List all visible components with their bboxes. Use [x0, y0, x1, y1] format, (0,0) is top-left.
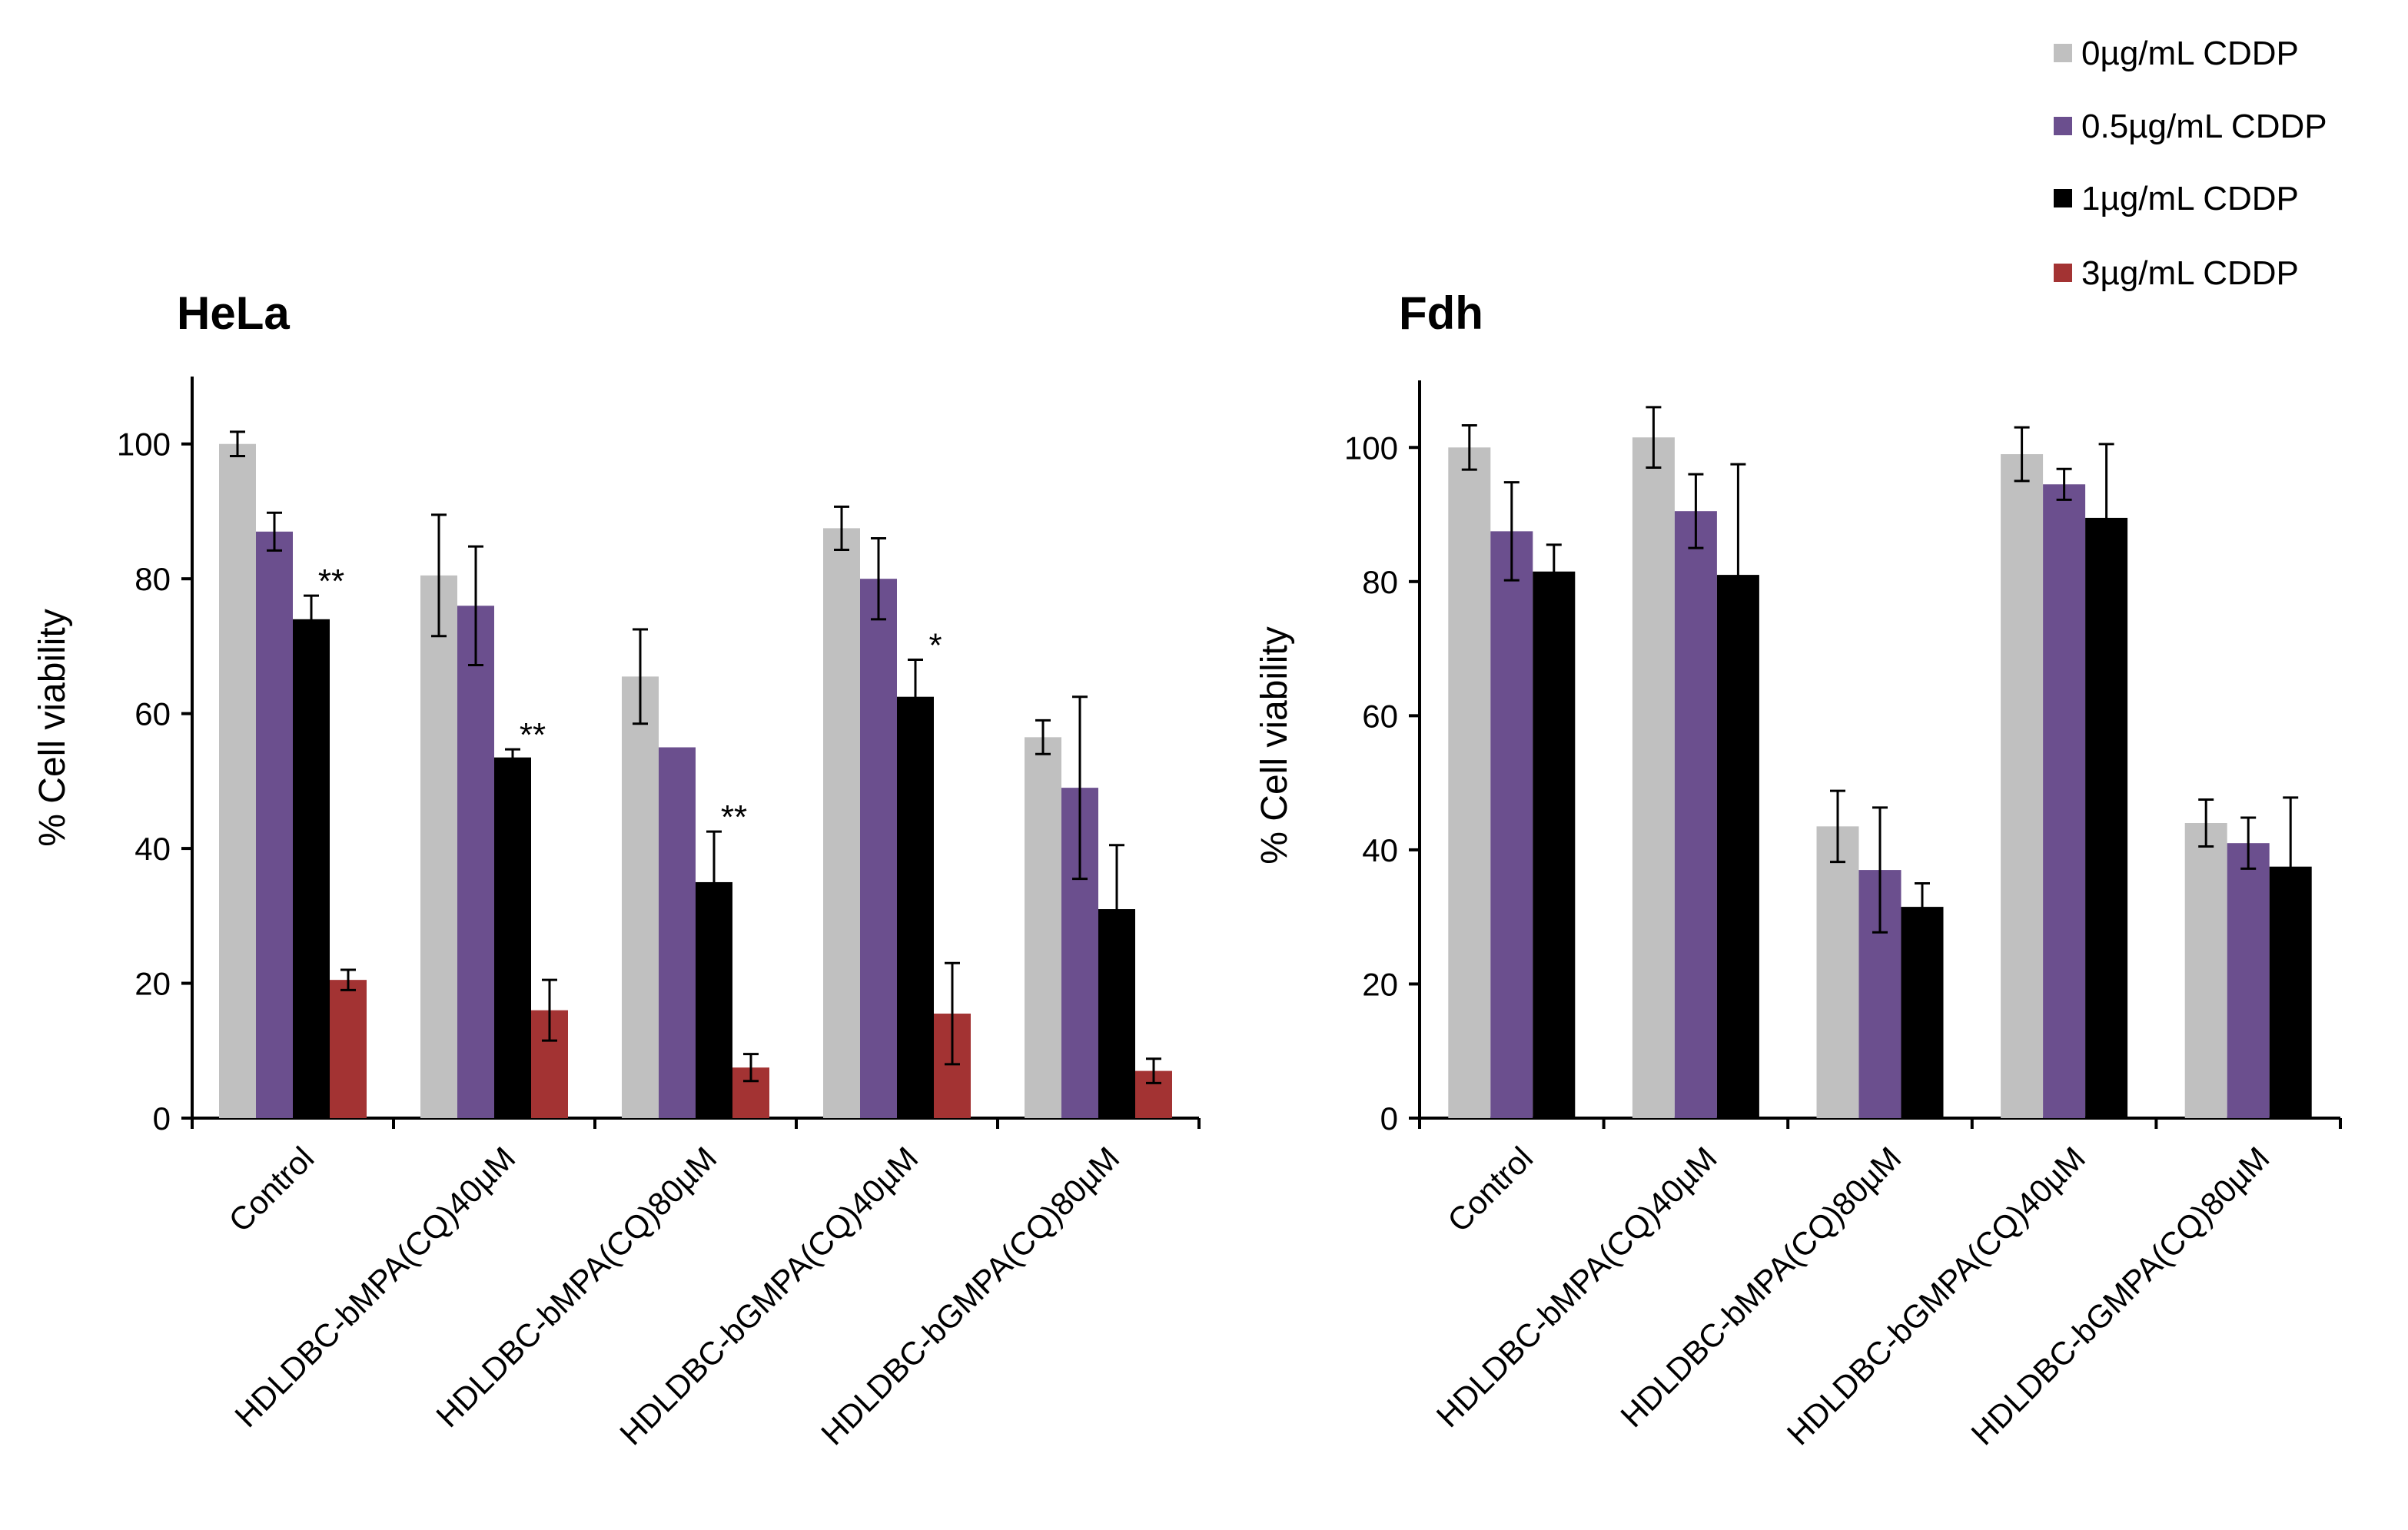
legend-swatch-1	[2054, 117, 2072, 135]
legend-item-2: 1µg/mL CDDP	[2054, 180, 2299, 217]
legend-label-2: 1µg/mL CDDP	[2081, 180, 2299, 217]
fdh-category-label-0: Control	[1440, 1140, 1539, 1239]
hela-bar-s1-c1	[457, 606, 494, 1118]
hela-errorbar-s3-c2	[743, 1053, 759, 1083]
hela-errorbar-s2-c3	[908, 658, 923, 735]
hela-errorbar-s1-c3	[871, 537, 886, 621]
hela-bar-s0-c0	[219, 443, 256, 1118]
hela-errorbar-s0-c3	[834, 505, 849, 551]
fdh-ytick-label-80: 80	[1362, 564, 1398, 600]
fdh-bar-s1-c1	[1674, 511, 1717, 1118]
hela-bar-s1-c2	[659, 747, 696, 1118]
fdh-bar-s2-c0	[1533, 571, 1576, 1118]
fdh-bar-s2-c3	[2085, 517, 2128, 1118]
legend-swatch-3	[2054, 264, 2072, 282]
fdh-errorbar-s1-c1	[1688, 473, 1704, 549]
hela-errorbar-s2-c4	[1109, 844, 1124, 974]
fdh-errorbar-s1-c0	[1503, 481, 1520, 582]
fdh-title: Fdh	[1399, 287, 1483, 339]
fdh-bar-s0-c1	[1632, 437, 1675, 1118]
hela-ylabel: % Cell viability	[32, 609, 73, 846]
fdh-ytick-label-100: 100	[1344, 430, 1398, 466]
hela-errorbar-s0-c4	[1035, 719, 1051, 755]
hela-ytick-label-80: 80	[135, 561, 171, 597]
legend-swatch-2	[2054, 189, 2072, 207]
hela-errorbar-s2-c1	[505, 748, 520, 767]
hela-ytick-label-60: 60	[135, 696, 171, 732]
fdh-errorbar-s2-c2	[1915, 882, 1930, 932]
hela-bar-s2-c0	[293, 619, 330, 1118]
hela-bar-s2-c1	[494, 757, 531, 1118]
hela-errorbar-s2-c2	[706, 830, 722, 934]
hela-errorbar-s1-c0	[267, 511, 282, 552]
hela-errorbar-s0-c2	[633, 628, 648, 725]
fdh-errorbar-s2-c3	[2098, 443, 2114, 593]
legend-label-3: 3µg/mL CDDP	[2081, 254, 2299, 292]
fdh-errorbar-s2-c0	[1546, 543, 1562, 600]
hela-bar-s3-c0	[330, 980, 367, 1118]
hela-errorbar-s0-c0	[230, 430, 245, 458]
fdh-errorbar-s1-c3	[2056, 467, 2072, 501]
hela-title: HeLa	[177, 287, 290, 339]
fdh-errorbar-s1-c2	[1872, 806, 1888, 934]
hela-category-label-0: Control	[221, 1140, 321, 1239]
legend-item-1: 0.5µg/mL CDDP	[2054, 108, 2327, 145]
hela-errorbar-s1-c1	[468, 545, 483, 666]
fdh-errorbar-s1-c4	[2240, 816, 2257, 870]
hela-errorbar-s3-c0	[340, 968, 356, 991]
hela-errorbar-s3-c3	[945, 961, 960, 1066]
fdh-ytick-label-60: 60	[1362, 698, 1398, 734]
hela-significance-0: **	[318, 563, 344, 600]
fdh-bar-s1-c4	[2227, 843, 2270, 1118]
fdh-category-label-3: HDLDBC-bGMPA(CQ)40µM	[1780, 1140, 2092, 1452]
fdh-chart: Fdh % Cell viability 0 20 40 60 80 100 Control…	[1254, 287, 2342, 1452]
fdh-errorbar-s2-c4	[2283, 796, 2299, 938]
fdh-ylabel: % Cell viability	[1254, 626, 1295, 864]
fdh-errorbar-s0-c4	[2198, 798, 2214, 848]
hela-bar-s1-c0	[256, 531, 293, 1118]
fdh-bar-s0-c0	[1448, 447, 1491, 1118]
hela-significance-1: **	[520, 716, 546, 754]
hela-bar-s0-c4	[1025, 737, 1061, 1118]
fdh-errorbar-s0-c0	[1461, 423, 1477, 471]
legend-swatch-0	[2054, 44, 2072, 62]
hela-ytick-label-20: 20	[135, 966, 171, 1002]
hela-bar-s0-c3	[823, 528, 860, 1118]
hela-bar-s1-c3	[860, 579, 897, 1118]
hela-bar-s2-c3	[897, 696, 934, 1118]
fdh-bar-s0-c2	[1816, 826, 1859, 1118]
fdh-ytick-label-20: 20	[1362, 966, 1398, 1002]
hela-ytick-label-0: 0	[153, 1100, 171, 1137]
hela-chart: HeLa % Cell viability 020406080100******…	[32, 287, 1201, 1452]
fdh-bar-s0-c3	[2001, 454, 2044, 1118]
fdh-bar-s1-c3	[2043, 484, 2086, 1118]
fdh-category-label-4: HDLDBC-bGMPA(CQ)80µM	[1964, 1140, 2276, 1452]
fdh-bar-s1-c0	[1490, 531, 1533, 1118]
fdh-errorbar-s0-c3	[2014, 426, 2030, 483]
fdh-ytick-label-40: 40	[1362, 832, 1398, 868]
hela-errorbar-s2-c0	[304, 594, 319, 645]
hela-errorbar-s1-c4	[1072, 695, 1088, 881]
hela-errorbar-s3-c4	[1146, 1057, 1161, 1084]
hela-ytick-label-100: 100	[117, 426, 171, 463]
legend-label-1: 0.5µg/mL CDDP	[2081, 108, 2327, 145]
hela-errorbar-s0-c1	[431, 513, 447, 638]
hela-ytick-label-40: 40	[135, 831, 171, 867]
legend-label-0: 0µg/mL CDDP	[2081, 35, 2299, 72]
hela-bar-s0-c2	[622, 676, 659, 1118]
legend-item-3: 3µg/mL CDDP	[2054, 254, 2299, 292]
hela-significance-2: **	[721, 798, 747, 836]
fdh-bar-s2-c2	[1901, 907, 1944, 1118]
fdh-bar-s0-c4	[2184, 823, 2227, 1118]
fdh-errorbar-s0-c2	[1830, 789, 1845, 864]
hela-significance-3: *	[928, 626, 942, 664]
fdh-errorbar-s0-c1	[1646, 406, 1662, 469]
fdh-ytick-label-0: 0	[1380, 1100, 1398, 1137]
legend-item-0: 0µg/mL CDDP	[2054, 35, 2299, 72]
legend: 0µg/mL CDDP 0.5µg/mL CDDP 1µg/mL CDDP 3µ…	[2054, 35, 2327, 292]
hela-errorbar-s3-c1	[542, 978, 557, 1042]
fdh-errorbar-s2-c1	[1730, 463, 1746, 687]
hela-bar-s0-c1	[420, 575, 457, 1118]
